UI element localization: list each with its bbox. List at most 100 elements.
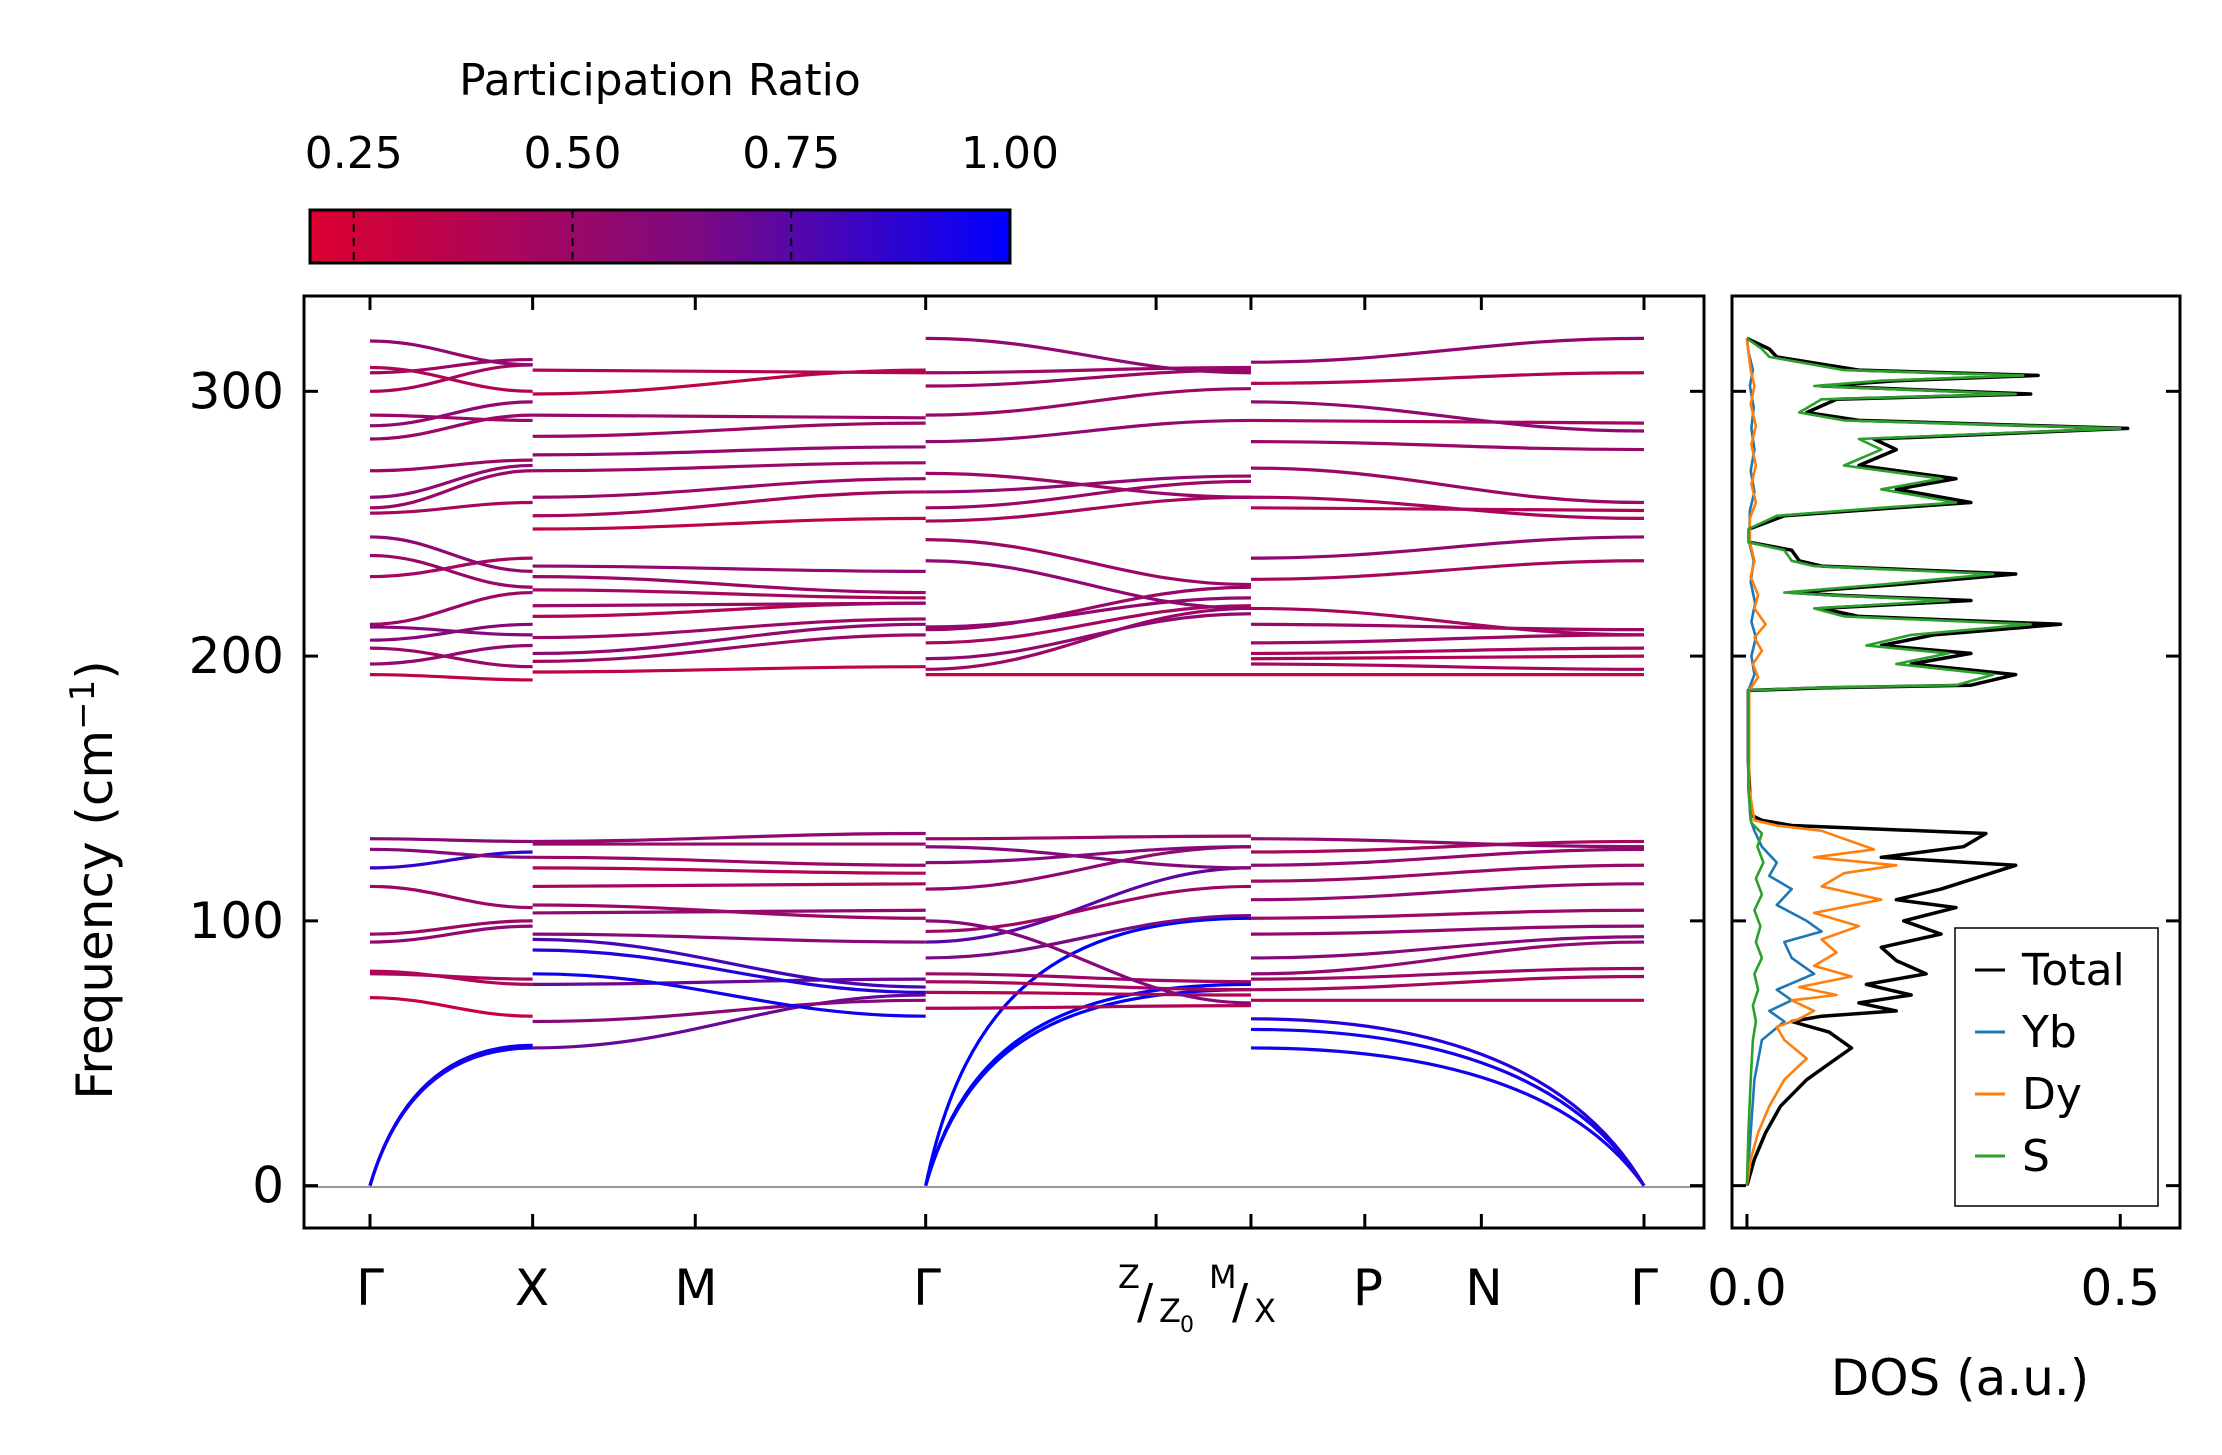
band-line — [924, 916, 1251, 1186]
dos-series-s — [1745, 337, 2122, 1186]
band-line — [369, 643, 533, 666]
band-line — [1250, 863, 1645, 883]
band-line — [1250, 466, 1645, 505]
band-line — [532, 490, 926, 518]
colorbar-label: Participation Ratio — [459, 55, 861, 106]
band-line — [369, 919, 533, 936]
band-line — [532, 421, 926, 438]
band-line — [1250, 847, 1645, 867]
band-line — [532, 516, 926, 531]
band-line — [1250, 924, 1645, 936]
band-line — [532, 588, 926, 600]
dos-legend: Total Yb Dy S — [1954, 927, 2159, 1207]
band-line — [925, 606, 1251, 671]
band-y-tick-label: 300 — [189, 362, 284, 420]
kpath-label-Z0: Z — [1159, 1292, 1181, 1330]
band-line — [1250, 935, 1645, 960]
colorbar-gradient — [308, 208, 1012, 265]
band-line — [369, 590, 533, 626]
band-y-tick-label: 100 — [189, 892, 284, 950]
dos-x-tick-label: 0.5 — [2081, 1259, 2161, 1317]
legend-label-dy: Dy — [2022, 1069, 2082, 1120]
dos-series-dy — [1745, 338, 1898, 1186]
legend-label-total: Total — [2021, 945, 2125, 996]
band-line — [369, 500, 533, 515]
band-line — [532, 633, 926, 663]
band-line — [1250, 646, 1645, 656]
band-line — [925, 845, 1251, 865]
band-line — [1250, 1046, 1646, 1187]
band-line — [1250, 966, 1645, 981]
band-line — [532, 461, 926, 473]
kpath-label-N: N — [1465, 1259, 1502, 1317]
band-line — [532, 622, 926, 656]
colorbar-tick-label: 0.25 — [305, 128, 403, 179]
band-line — [1250, 622, 1645, 632]
band-line — [532, 937, 926, 989]
band-line — [369, 413, 533, 423]
band-line — [925, 913, 1251, 960]
band-line — [369, 339, 533, 367]
band-y-axis-label: Frequency (cm−1) — [63, 660, 124, 1100]
band-line — [925, 845, 1251, 870]
kpath-slash-2: / — [1232, 1274, 1249, 1330]
band-line — [369, 837, 533, 844]
band-line — [532, 903, 926, 920]
band-lines — [368, 336, 1646, 1187]
dos-axes-frame — [1730, 294, 2182, 1230]
band-line — [1250, 633, 1645, 645]
band-line — [925, 336, 1251, 375]
colorbar-ticks: 0.25 0.50 0.75 1.00 — [305, 128, 1059, 263]
band-line — [369, 924, 533, 944]
band-line — [925, 537, 1251, 587]
band-line — [532, 564, 926, 573]
band-line — [925, 990, 1251, 997]
band-line — [532, 368, 926, 375]
kpath-label-P: P — [1353, 1259, 1383, 1317]
band-line — [369, 535, 533, 573]
band-structure-panel: 0 100 200 300 Frequency (cm−1) Γ X M Γ Z / … — [63, 294, 1706, 1338]
colorbar-tick-label: 0.75 — [742, 128, 840, 179]
band-line — [925, 418, 1251, 444]
band-line — [925, 596, 1251, 629]
band-line — [925, 365, 1251, 375]
kpath-label-gamma-2: Γ — [913, 1259, 941, 1317]
band-line — [369, 556, 533, 579]
colorbar-tick-label: 0.50 — [524, 128, 622, 179]
band-line — [1250, 837, 1645, 849]
band-line — [532, 477, 926, 499]
band-line — [369, 400, 533, 428]
band-line — [532, 866, 926, 875]
kpath-label-Z-Z0-M-X: Z / Z 0 M / X — [1118, 1258, 1276, 1338]
band-line — [368, 1046, 533, 1187]
band-line — [532, 575, 926, 595]
band-line — [369, 458, 533, 473]
dos-lines — [1745, 336, 2130, 1187]
band-line — [369, 463, 533, 499]
band-line — [369, 850, 533, 870]
band-line — [925, 1003, 1251, 1010]
band-line — [532, 882, 926, 889]
band-line — [925, 479, 1251, 510]
legend-label-yb: Yb — [2021, 1007, 2077, 1058]
band-line — [1250, 940, 1645, 976]
kpath-slash-1: / — [1137, 1274, 1154, 1330]
band-line — [925, 884, 1251, 934]
band-line — [532, 445, 926, 457]
band-line — [369, 625, 533, 637]
band-line — [925, 585, 1251, 632]
band-line — [1250, 839, 1645, 854]
band-line — [1250, 440, 1645, 452]
band-y-tick-label: 200 — [189, 627, 284, 685]
kpath-label-Z: Z — [1118, 1258, 1140, 1296]
colorbar-tick-label: 1.00 — [961, 128, 1059, 179]
band-line — [532, 413, 926, 420]
band-line — [1250, 418, 1645, 425]
band-line — [369, 673, 533, 682]
band-line — [925, 387, 1251, 417]
band-line — [925, 559, 1251, 611]
legend-box — [1954, 927, 2159, 1207]
band-line — [924, 988, 1251, 1187]
dos-ticks: 0.0 0.5 — [1707, 389, 2180, 1317]
